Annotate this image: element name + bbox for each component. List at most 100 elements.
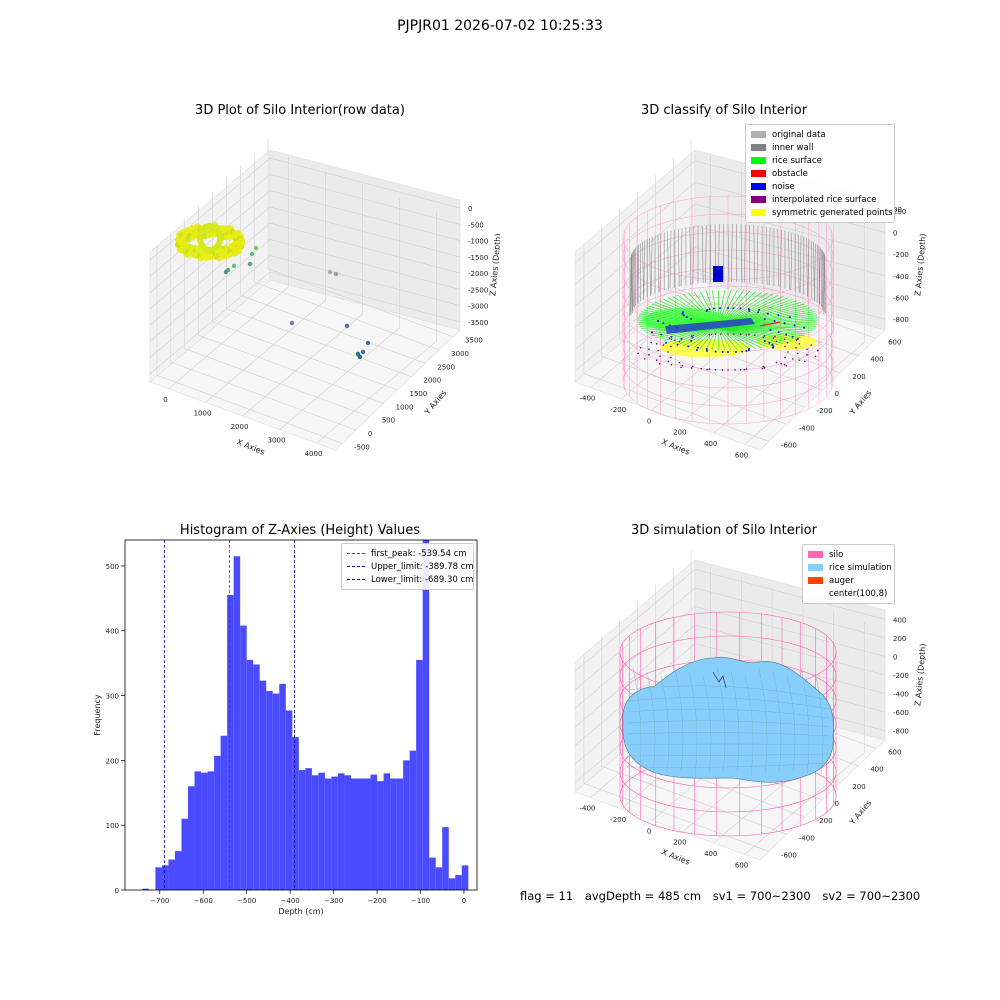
legend-label: silo bbox=[829, 549, 844, 560]
p2-noise-point bbox=[687, 345, 690, 348]
p2-interp-point bbox=[639, 346, 642, 349]
p2-interp-point bbox=[786, 341, 789, 344]
p2-y-tick: 0 bbox=[835, 390, 839, 398]
histogram-bar bbox=[220, 735, 228, 890]
p2-interp-point bbox=[678, 361, 681, 364]
p2-rice-ray bbox=[705, 325, 719, 350]
legend-label: inner wall bbox=[772, 142, 814, 153]
panel1-title: 3D Plot of Silo Interior(row data) bbox=[195, 103, 405, 118]
p2-interp-point bbox=[791, 358, 794, 360]
histogram-bar bbox=[455, 875, 462, 890]
p2-grid-y bbox=[619, 338, 805, 408]
legend-label: rice surface bbox=[772, 155, 822, 166]
p2-noise-point bbox=[680, 337, 683, 340]
histogram-bar bbox=[194, 771, 202, 890]
p2-grid-x bbox=[744, 342, 865, 445]
p1-y-tick: 2000 bbox=[423, 377, 441, 385]
p2-interp-point bbox=[763, 367, 766, 369]
legend-item: inner wall bbox=[751, 141, 889, 154]
p2-interp-point bbox=[714, 368, 717, 371]
histogram-bar bbox=[364, 778, 371, 890]
histogram-bar bbox=[318, 772, 325, 890]
p2-noise-point bbox=[756, 311, 759, 314]
p2-interp-point bbox=[644, 358, 646, 360]
p1-point bbox=[289, 320, 295, 326]
p2-wall-line bbox=[813, 241, 815, 300]
y-tick-label: 0 bbox=[115, 887, 119, 895]
p2-interp-point bbox=[775, 361, 778, 364]
p1-point bbox=[365, 340, 371, 346]
p2-interp-point bbox=[673, 339, 676, 342]
panel2-legend: original data inner wall rice surface obsta… bbox=[745, 124, 895, 223]
x-tick-label: −700 bbox=[150, 897, 169, 905]
legend-item: original data bbox=[751, 128, 889, 141]
p2-noise-point bbox=[777, 331, 780, 334]
p2-noise-point bbox=[734, 350, 737, 353]
p2-noise-point bbox=[732, 307, 735, 310]
p1-y-tick: -500 bbox=[354, 443, 370, 451]
sv2-text: sv2 = 700~2300 bbox=[822, 889, 921, 903]
p1-point bbox=[333, 271, 339, 277]
p2-interp-point bbox=[670, 363, 673, 366]
p2-wall-line bbox=[790, 232, 793, 291]
p2-interp-point bbox=[763, 335, 766, 337]
p2-interp-point bbox=[785, 364, 788, 367]
p2-noise-point bbox=[758, 308, 761, 311]
p4-mesh-line bbox=[626, 743, 830, 746]
p2-wall-line bbox=[727, 223, 730, 283]
p2-z-tick: -600 bbox=[893, 295, 909, 303]
p2-interp-point bbox=[739, 333, 742, 336]
histogram-bar bbox=[240, 625, 247, 890]
p4-grid-y bbox=[601, 766, 787, 835]
p2-wall-line bbox=[701, 225, 704, 284]
histogram-frame bbox=[124, 539, 478, 891]
p1-grid-z bbox=[149, 206, 461, 310]
p2-z-tick-top: 00 bbox=[893, 206, 902, 214]
p2-rice-ray bbox=[717, 325, 732, 351]
p1-y-tick: 1500 bbox=[410, 390, 428, 398]
p2-noise-point bbox=[747, 349, 750, 352]
histogram-bar bbox=[201, 772, 208, 890]
p2-noise-point bbox=[763, 340, 766, 342]
p2-rice-ray bbox=[717, 325, 768, 348]
p2-interp-point bbox=[670, 345, 672, 348]
legend-label: interpolated rice surface bbox=[772, 194, 877, 205]
histogram-bar bbox=[370, 774, 378, 890]
p4-grid-z bbox=[574, 587, 886, 691]
p2-interp-point bbox=[668, 337, 671, 340]
p2-noise-point bbox=[665, 341, 668, 344]
p2-interp-point bbox=[732, 333, 735, 335]
p2-rice-ray bbox=[717, 325, 801, 338]
y-tick-label: 100 bbox=[106, 822, 119, 830]
p2-y-tick: 400 bbox=[870, 356, 883, 364]
p1-grid-x bbox=[205, 300, 326, 403]
x-tick-label: −400 bbox=[281, 897, 300, 905]
p2-interp-point bbox=[810, 344, 812, 346]
p1-point bbox=[344, 323, 350, 329]
p1-y-tick: 0 bbox=[368, 430, 372, 438]
p4-mesh-line bbox=[716, 667, 726, 773]
legend-item: Lower_limit: -689.30 cm bbox=[347, 573, 473, 586]
p2-interp-point bbox=[655, 359, 658, 361]
panel1-3d-plot: 01000200030004000-5000500100015002000250… bbox=[149, 138, 500, 458]
p2-noise-point bbox=[712, 307, 715, 310]
histogram-bar bbox=[214, 755, 221, 890]
p2-interp-point bbox=[690, 335, 693, 337]
histogram-bar bbox=[416, 659, 423, 890]
legend-item: center(100,8) bbox=[808, 587, 889, 600]
p4-grid-z bbox=[574, 624, 886, 728]
p1-z-tick: -1500 bbox=[468, 254, 488, 262]
panel3-title: Histogram of Z-Axies (Height) Values bbox=[179, 523, 421, 538]
histogram-bar bbox=[435, 867, 443, 890]
p2-symmetric-patch bbox=[660, 339, 750, 357]
p2-wall-line bbox=[822, 251, 824, 310]
p2-z-label: Z Axies (Depth) bbox=[913, 233, 927, 296]
p2-interp-point bbox=[708, 334, 711, 336]
histogram-bar bbox=[188, 786, 195, 890]
p4-mesh-line bbox=[626, 762, 830, 768]
p2-x-tick: -400 bbox=[579, 395, 595, 403]
legend-swatch bbox=[751, 196, 766, 203]
legend-label: obstacle bbox=[772, 168, 808, 179]
p2-rice-ray bbox=[682, 325, 719, 347]
p1-x-tick: 0 bbox=[163, 396, 167, 404]
